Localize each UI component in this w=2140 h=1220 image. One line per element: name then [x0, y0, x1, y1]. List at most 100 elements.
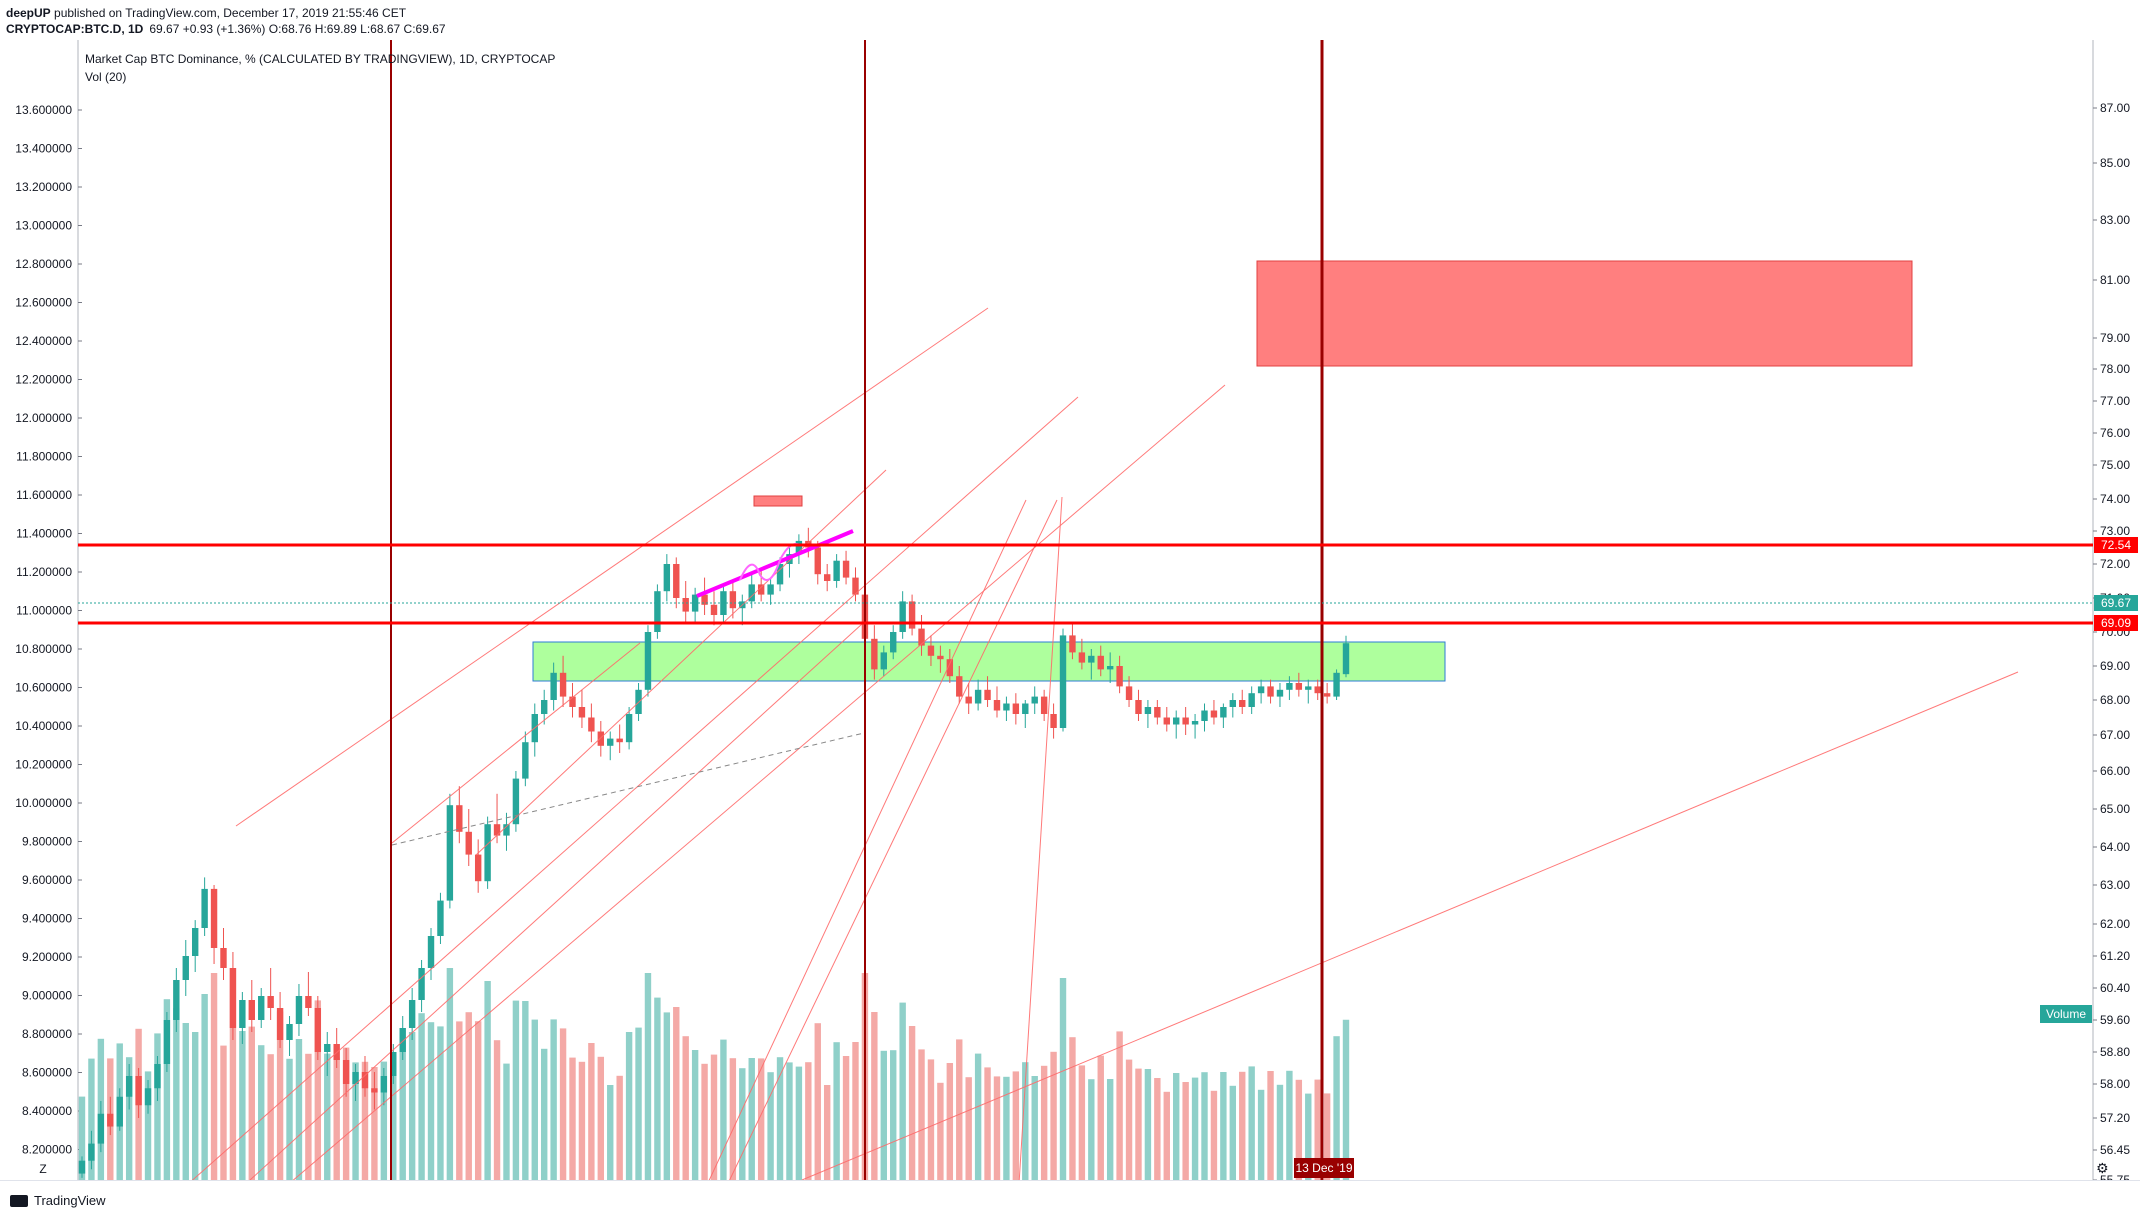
right-tick-label: 69.00	[2100, 659, 2130, 673]
candle-body	[757, 584, 765, 595]
candle-body	[1144, 707, 1152, 714]
volume-bar	[1031, 1076, 1038, 1195]
volume-bar	[163, 999, 171, 1195]
volume-bar	[154, 1033, 161, 1195]
volume-bar	[1125, 1059, 1133, 1195]
volume-bar	[182, 1023, 189, 1195]
volume-bar	[946, 1063, 954, 1195]
volume-bar	[1182, 1082, 1189, 1195]
volume-bar	[842, 1056, 850, 1195]
candle-body	[163, 1020, 171, 1064]
date-tag-bg	[1294, 1158, 1354, 1178]
volume-bar	[418, 1013, 425, 1195]
volume-bar	[1333, 1036, 1340, 1195]
left-tick-label: 10.800000	[15, 642, 72, 656]
volume-bar	[305, 1053, 312, 1195]
candle-body	[1078, 652, 1086, 663]
volume-bar	[201, 994, 208, 1195]
published-text: published on TradingView.com, December 1…	[54, 6, 407, 20]
left-tick-label: 8.200000	[22, 1143, 72, 1157]
candle-body	[135, 1076, 142, 1106]
left-tick-label: 10.600000	[15, 681, 72, 695]
right-tick-label: 68.00	[2100, 693, 2130, 707]
candle-body	[286, 1024, 293, 1040]
volume-bar	[644, 973, 652, 1195]
candle-body	[974, 689, 982, 704]
candle-body	[1069, 635, 1076, 653]
volume-bar	[607, 1085, 614, 1195]
price-tag-bg	[2094, 595, 2138, 611]
publisher-name[interactable]: deepUP	[6, 6, 51, 20]
axis-labels-layer: 13.600000 13.400000 13.200000 13.000000 12.8…	[15, 101, 2138, 1214]
candle-body	[833, 560, 840, 581]
candle-body	[465, 831, 472, 855]
volume-bar	[1154, 1078, 1161, 1195]
chart-frame[interactable]: 13.600000 13.400000 13.200000 13.000000 12.8…	[0, 40, 2140, 1214]
candle-body	[710, 604, 718, 615]
candle-body	[352, 1072, 359, 1084]
volume-bar	[371, 1067, 378, 1195]
candle-body	[937, 655, 944, 660]
volume-layer	[78, 968, 1350, 1195]
candle-body	[1154, 707, 1161, 718]
candle-body	[1295, 683, 1303, 690]
volume-bar	[871, 1012, 878, 1195]
candle-body	[578, 707, 586, 718]
volume-bar	[691, 1050, 699, 1195]
right-tick-label: 63.00	[2100, 878, 2130, 892]
volume-bar	[1069, 1037, 1076, 1195]
candle-body	[1003, 703, 1010, 711]
candle-body	[1305, 686, 1312, 690]
candle-body	[1182, 717, 1189, 725]
left-tick-label: 8.600000	[22, 1066, 72, 1080]
candle-body	[1314, 686, 1321, 694]
left-tick-label: 10.200000	[15, 758, 72, 772]
price-tag-text: 69.67	[2101, 596, 2131, 610]
candle-body	[173, 980, 180, 1020]
left-tick-label: 12.800000	[15, 257, 72, 271]
volume-bar	[663, 1012, 671, 1195]
volume-bar	[493, 1040, 501, 1195]
volume-bar	[1022, 1062, 1029, 1195]
trend-line	[249, 623, 863, 1181]
right-tick-label: 67.00	[2100, 728, 2130, 742]
volume-bar	[1314, 1079, 1321, 1195]
volume-bar	[1078, 1065, 1086, 1195]
resistance-price-tag: 72.54	[2094, 537, 2138, 553]
volume-bar	[852, 1042, 859, 1195]
volume-bar	[144, 1071, 152, 1195]
volume-bar	[1276, 1084, 1284, 1195]
candle-body	[823, 574, 831, 581]
left-tick-label: 12.200000	[15, 373, 72, 387]
candle-body	[305, 996, 312, 1008]
candle-body	[1257, 686, 1265, 694]
volume-bar	[597, 1056, 605, 1195]
volume-bar	[654, 997, 661, 1195]
zoom-button[interactable]: Z	[39, 1162, 47, 1176]
candle-body	[541, 700, 548, 714]
volume-bar	[239, 1031, 246, 1195]
candle-body	[1012, 703, 1020, 714]
right-tick-label: 87.00	[2100, 101, 2130, 115]
volume-bar	[767, 1072, 774, 1195]
volume-bar	[1248, 1066, 1255, 1195]
candle-body	[946, 659, 954, 677]
volume-bar	[588, 1043, 595, 1195]
right-tick-label: 59.60	[2100, 1013, 2130, 1027]
magenta-trend-line	[696, 529, 854, 598]
candle-body	[927, 645, 935, 656]
volume-bar	[635, 1027, 642, 1195]
date-tag-text: 13 Dec '19	[1296, 1161, 1353, 1175]
candle-body	[748, 584, 755, 602]
gear-icon[interactable]: ⚙	[2096, 1160, 2109, 1176]
left-tick-label: 13.000000	[15, 219, 72, 233]
price-tag-bg	[2094, 615, 2138, 631]
chart-svg[interactable]: 13.600000 13.400000 13.200000 13.000000 12.8…	[0, 40, 2140, 1214]
candle-body	[229, 968, 237, 1028]
candle-body	[1050, 714, 1057, 728]
tradingview-logo[interactable]: TradingView	[10, 1193, 106, 1208]
right-tick-label: 83.00	[2100, 213, 2130, 227]
candle-body	[1323, 693, 1331, 697]
candle-body	[258, 996, 265, 1020]
volume-bar	[380, 1061, 388, 1195]
